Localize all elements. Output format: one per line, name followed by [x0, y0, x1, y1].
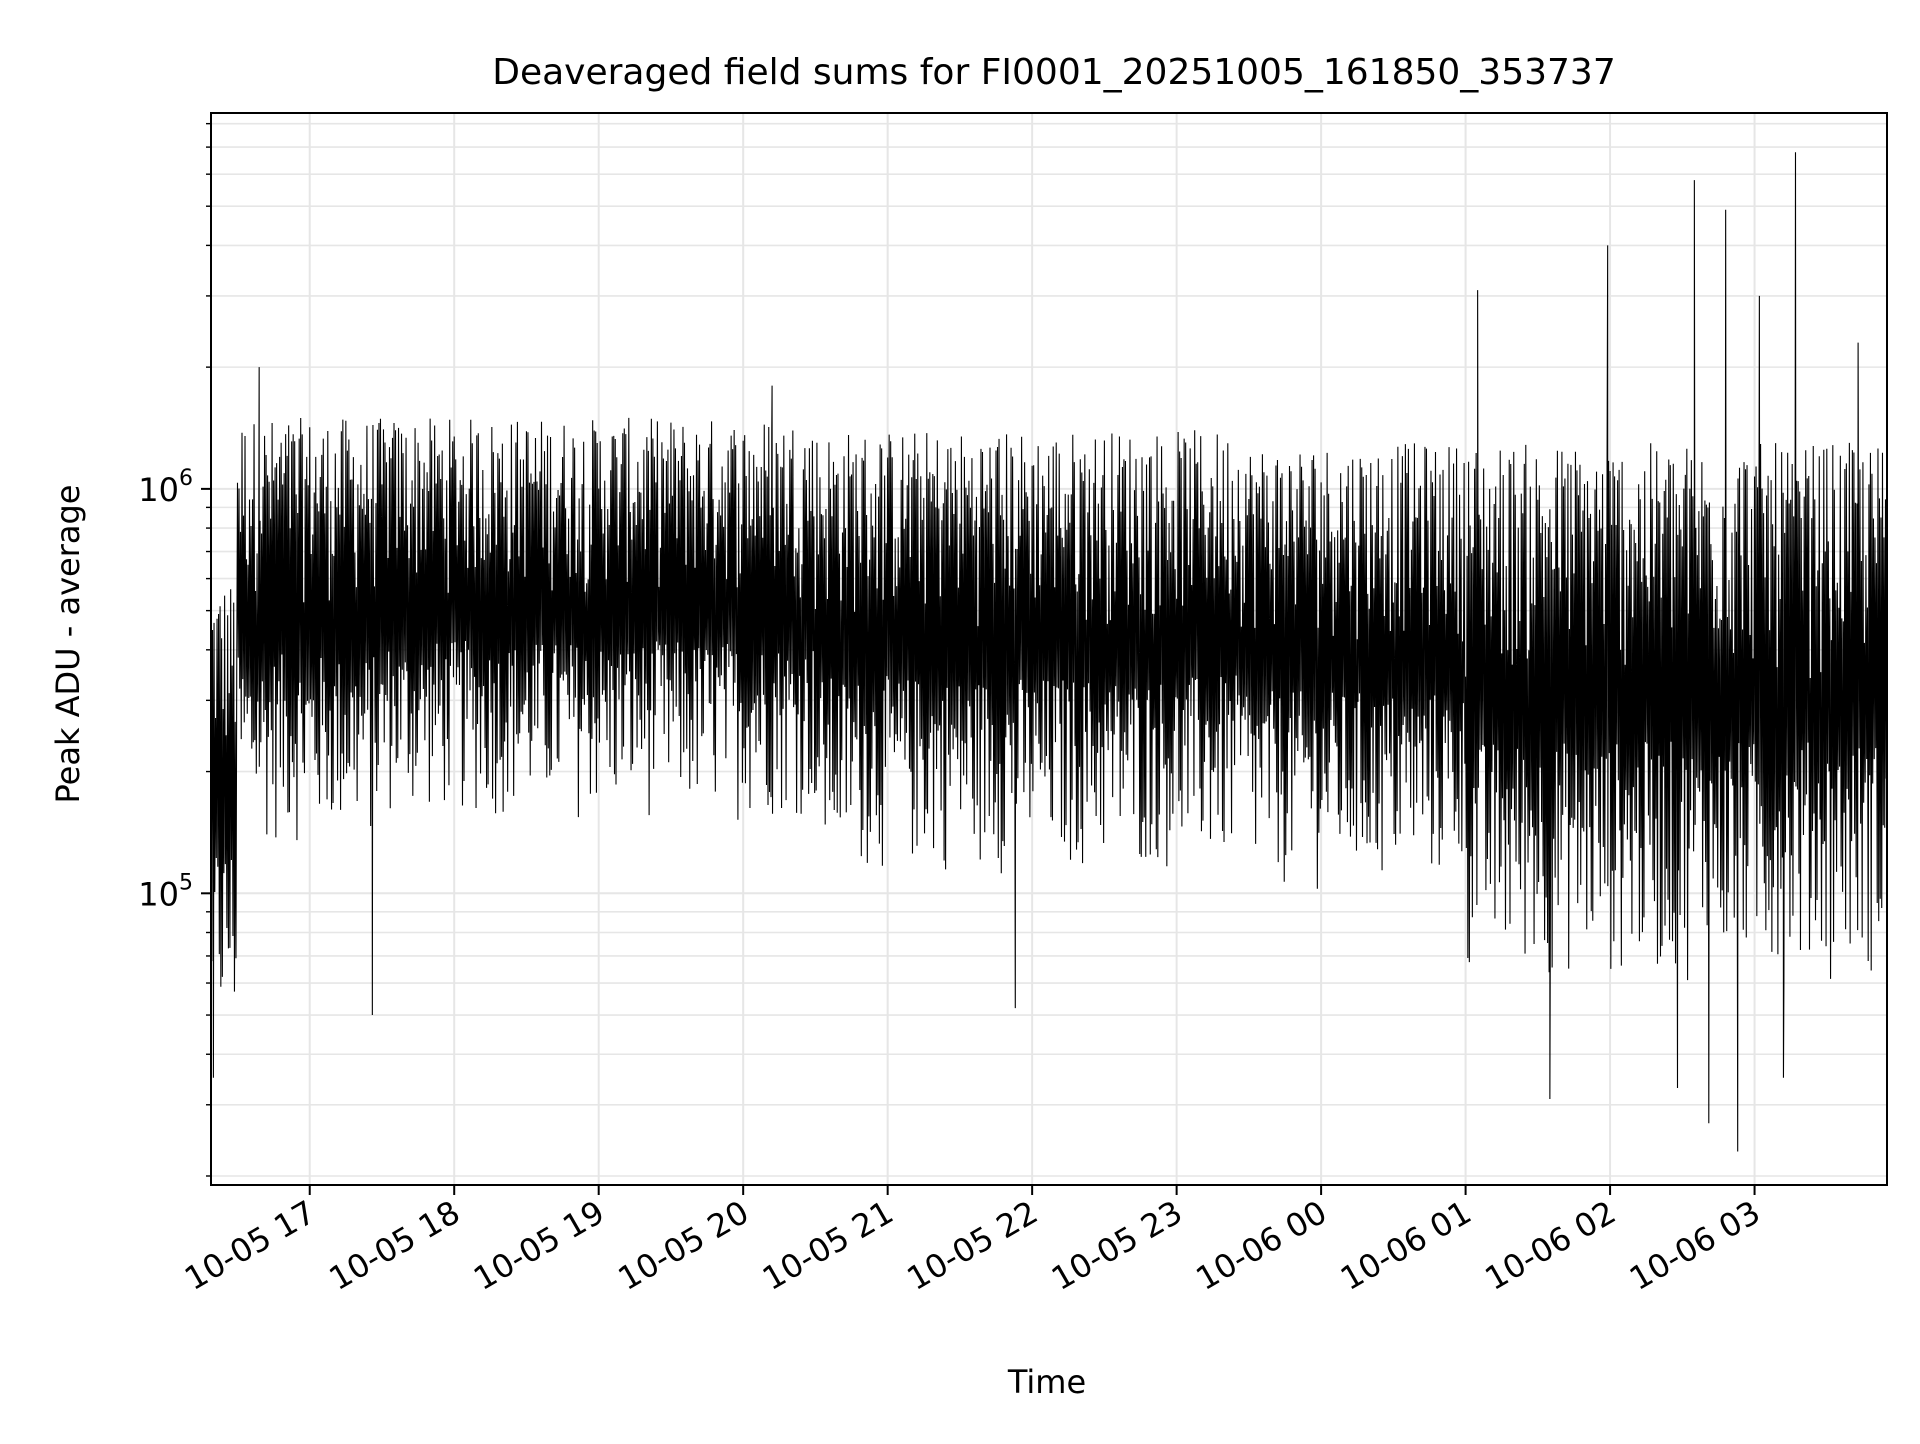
y-tick-label-exponent: 5: [179, 870, 193, 895]
y-tick-label: 106: [138, 466, 193, 509]
y-tick-label-base: 10: [138, 471, 179, 509]
x-tick-label: 10-06 02: [1478, 1193, 1622, 1298]
axes-frame: [210, 112, 1888, 1186]
x-tick-label: 10-06 01: [1334, 1193, 1478, 1298]
y-tick-label: 105: [138, 870, 193, 913]
x-tick-label: 10-05 23: [1045, 1193, 1189, 1298]
x-tick-label: 10-05 17: [178, 1193, 322, 1298]
x-tick-label: 10-05 18: [323, 1193, 467, 1298]
chart-title: Deaveraged field sums for FI0001_2025100…: [492, 52, 1615, 93]
y-axis-label: Peak ADU - average: [49, 485, 87, 804]
x-tick-label: 10-06 03: [1623, 1193, 1767, 1298]
y-tick-label-base: 10: [138, 875, 179, 913]
x-axis-label: Time: [1007, 1363, 1086, 1401]
series-line: [210, 152, 1887, 1152]
x-tick-label: 10-05 20: [612, 1193, 756, 1298]
y-tick-label-exponent: 6: [179, 466, 193, 491]
plot-area: [210, 152, 1887, 1152]
x-tick-label: 10-06 00: [1190, 1193, 1334, 1298]
x-tick-label: 10-05 22: [901, 1193, 1045, 1298]
x-tick-label: 10-05 19: [467, 1193, 611, 1298]
x-tick-label: 10-05 21: [756, 1193, 900, 1298]
